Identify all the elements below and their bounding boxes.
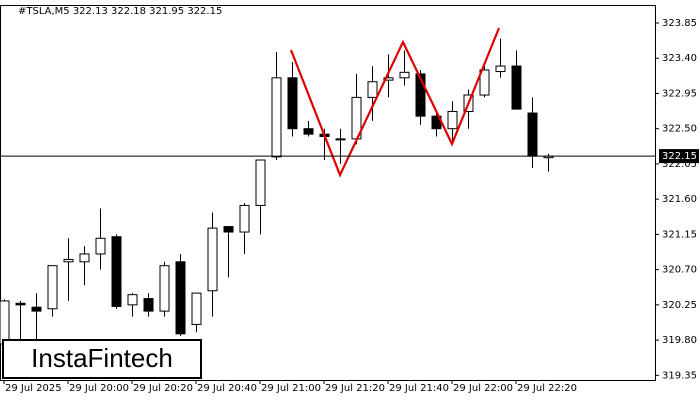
- candle-body: [303, 128, 314, 135]
- y-tick-label: 319.35: [662, 370, 697, 381]
- price-label: 322.15: [662, 151, 697, 162]
- candle-body: [479, 69, 490, 96]
- candle-body: [415, 73, 426, 117]
- candle-body: [95, 237, 106, 255]
- y-tick-label: 320.25: [662, 300, 697, 311]
- candle-body: [383, 77, 394, 81]
- candle-body: [191, 292, 202, 325]
- x-tick-label: 29 Jul 22:20: [517, 383, 577, 394]
- candle-body: [271, 77, 282, 158]
- candle-body: [175, 261, 186, 335]
- y-tick-label: 322.50: [662, 124, 697, 135]
- candle-body: [255, 159, 266, 206]
- x-tick-label: 29 Jul 20:00: [69, 383, 129, 394]
- candle-body: [367, 81, 378, 98]
- candle-body: [79, 253, 90, 263]
- pattern-line: [289, 27, 501, 178]
- candle-body: [287, 77, 298, 130]
- candle-body: [447, 110, 458, 130]
- x-tick-label: 29 Jul 20:40: [197, 383, 257, 394]
- candle-body: [399, 71, 410, 79]
- x-tick-label: 29 Jul 22:00: [453, 383, 513, 394]
- plot-frame: [0, 5, 656, 381]
- candle-body: [15, 302, 26, 306]
- x-tick-label: 29 Jul 20:20: [133, 383, 193, 394]
- y-tick-label: 323.40: [662, 53, 697, 64]
- candle-body: [207, 227, 218, 292]
- candle-body: [335, 138, 346, 141]
- candle-body: [159, 265, 170, 312]
- y-tick-label: 319.80: [662, 335, 697, 346]
- logo: InstaFintech: [31, 343, 173, 373]
- candle-body: [223, 226, 234, 233]
- y-tick-label: 321.15: [662, 229, 697, 240]
- logo-box: [2, 339, 202, 379]
- y-tick-label: 323.85: [662, 18, 697, 29]
- y-tick-label: 320.70: [662, 265, 697, 276]
- candle-body: [63, 258, 74, 263]
- candle-body: [495, 65, 506, 73]
- candle-body: [111, 236, 122, 307]
- y-tick-label: 322.05: [662, 159, 697, 170]
- y-tick-label: 321.60: [662, 194, 697, 205]
- x-tick-label: 29 Jul 2025: [5, 383, 62, 394]
- candle-body: [527, 112, 538, 157]
- x-tick-label: 29 Jul 21:40: [389, 383, 449, 394]
- x-tick-label: 29 Jul 21:20: [325, 383, 385, 394]
- x-tick-label: 29 Jul 21:00: [261, 383, 321, 394]
- candle-body: [143, 298, 154, 312]
- price-label-box: [659, 149, 699, 164]
- candle-body: [31, 306, 42, 312]
- candle-body: [239, 204, 250, 233]
- candle-body: [127, 294, 138, 306]
- candle-body: [47, 265, 58, 310]
- candle-body: [511, 65, 522, 110]
- chart-title: #TSLA,M5 322.13 322.18 321.95 322.15: [18, 6, 222, 17]
- candle-body: [0, 300, 10, 345]
- y-tick-label: 322.95: [662, 88, 697, 99]
